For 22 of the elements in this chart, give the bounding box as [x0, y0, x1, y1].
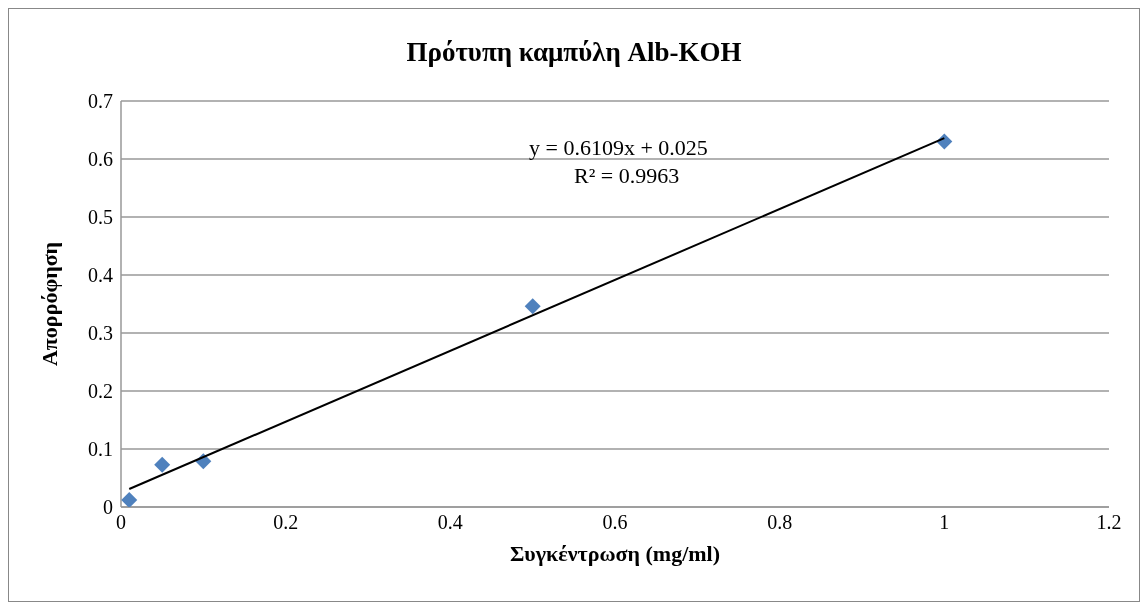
y-tick-label: 0.5	[88, 206, 113, 229]
point	[121, 492, 138, 507]
x-tick-label: 1.2	[1096, 511, 1122, 534]
point	[154, 456, 171, 473]
chart-title: Πρότυπη καμπύλη Alb-KOH	[405, 37, 743, 68]
y-axis-title: Απορρόφηση	[36, 241, 62, 367]
x-tick-label: 0.6	[602, 511, 628, 534]
x-tick-label: 0.8	[767, 511, 793, 534]
annotation: R² = 0.9963	[574, 163, 680, 189]
annotation: y = 0.6109x + 0.025	[529, 135, 708, 161]
point	[524, 298, 541, 315]
y-tick-label: 0.1	[88, 438, 113, 461]
x-axis-title: Συγκέντρωση (mg/ml)	[509, 541, 721, 566]
y-tick-label: 0	[103, 496, 113, 519]
y-tick-label: 0.7	[88, 90, 113, 113]
y-tick-label: 0.6	[88, 148, 113, 171]
y-tick-label: 0.3	[88, 322, 113, 345]
y-tick-label: 0.2	[88, 380, 113, 403]
x-tick-label: 1	[939, 511, 950, 534]
x-tick-label: 0.4	[437, 511, 463, 534]
y-tick-label: 0.4	[88, 264, 113, 287]
x-tick-label: 0.2	[273, 511, 299, 534]
